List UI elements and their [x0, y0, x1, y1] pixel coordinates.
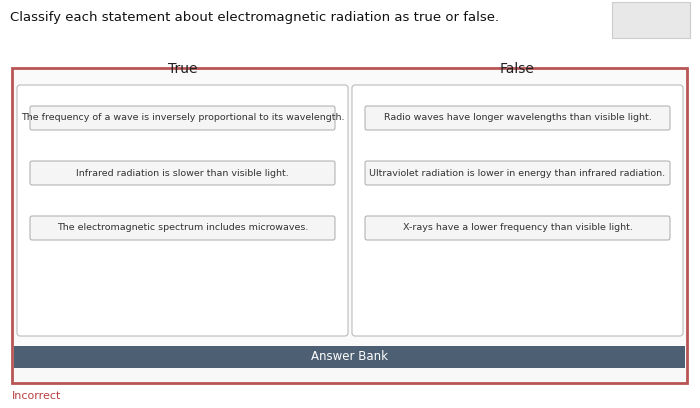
Text: Ultraviolet radiation is lower in energy than infrared radiation.: Ultraviolet radiation is lower in energy… [370, 169, 666, 177]
FancyBboxPatch shape [14, 346, 685, 368]
Text: Classify each statement about electromagnetic radiation as true or false.: Classify each statement about electromag… [10, 11, 499, 24]
FancyBboxPatch shape [365, 216, 670, 240]
Text: True: True [168, 62, 197, 76]
Text: False: False [500, 62, 535, 76]
Text: Answer Bank: Answer Bank [311, 350, 388, 364]
FancyBboxPatch shape [365, 161, 670, 185]
Text: Incorrect: Incorrect [12, 391, 62, 401]
FancyBboxPatch shape [612, 2, 690, 38]
FancyBboxPatch shape [30, 216, 335, 240]
Text: Infrared radiation is slower than visible light.: Infrared radiation is slower than visibl… [76, 169, 289, 177]
FancyBboxPatch shape [17, 85, 348, 336]
FancyBboxPatch shape [365, 106, 670, 130]
Text: Radio waves have longer wavelengths than visible light.: Radio waves have longer wavelengths than… [384, 113, 652, 122]
FancyBboxPatch shape [30, 106, 335, 130]
FancyBboxPatch shape [30, 161, 335, 185]
Text: The electromagnetic spectrum includes microwaves.: The electromagnetic spectrum includes mi… [57, 224, 308, 233]
FancyBboxPatch shape [14, 368, 685, 381]
Text: The frequency of a wave is inversely proportional to its wavelength.: The frequency of a wave is inversely pro… [21, 113, 344, 122]
Text: X-rays have a lower frequency than visible light.: X-rays have a lower frequency than visib… [402, 224, 632, 233]
FancyBboxPatch shape [352, 85, 683, 336]
FancyBboxPatch shape [12, 68, 687, 383]
